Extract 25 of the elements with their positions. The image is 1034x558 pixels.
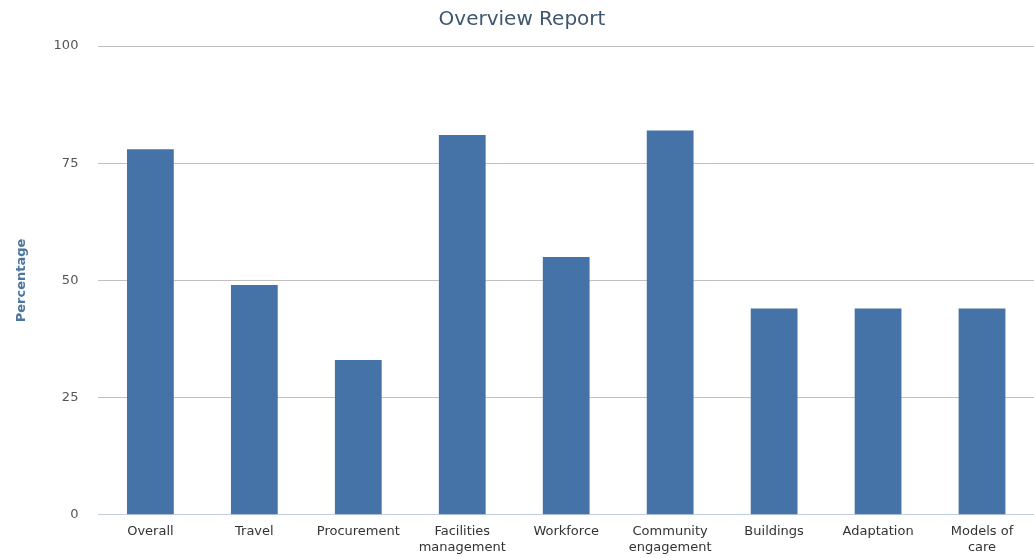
x-tick-label: Facilities management (418, 522, 506, 554)
x-tick-label: Overall (127, 522, 174, 538)
x-tick-label: Adaptation (842, 522, 914, 538)
y-tick-label: 0 (70, 506, 79, 522)
bar (230, 285, 278, 515)
chart-title: Overview Report (438, 6, 606, 31)
bar (646, 130, 694, 515)
bar (438, 135, 486, 515)
x-tick-label: Travel (234, 522, 274, 538)
bar (750, 308, 798, 515)
x-tick-label: Community engagement (628, 522, 712, 554)
y-tick-label: 25 (61, 388, 79, 404)
x-tick-label: Models of care (950, 522, 1014, 554)
bar (542, 256, 590, 515)
y-tick-label: 75 (61, 154, 79, 170)
bar (854, 308, 902, 515)
bar (334, 360, 382, 515)
y-axis-title: Percentage (13, 238, 29, 323)
y-tick-label: 50 (61, 271, 79, 287)
x-tick-label: Workforce (533, 522, 600, 538)
x-tick-label: Procurement (316, 522, 400, 538)
y-tick-label: 100 (53, 37, 79, 53)
bar (127, 149, 174, 515)
bar (958, 308, 1006, 515)
x-tick-label: Buildings (744, 522, 805, 538)
